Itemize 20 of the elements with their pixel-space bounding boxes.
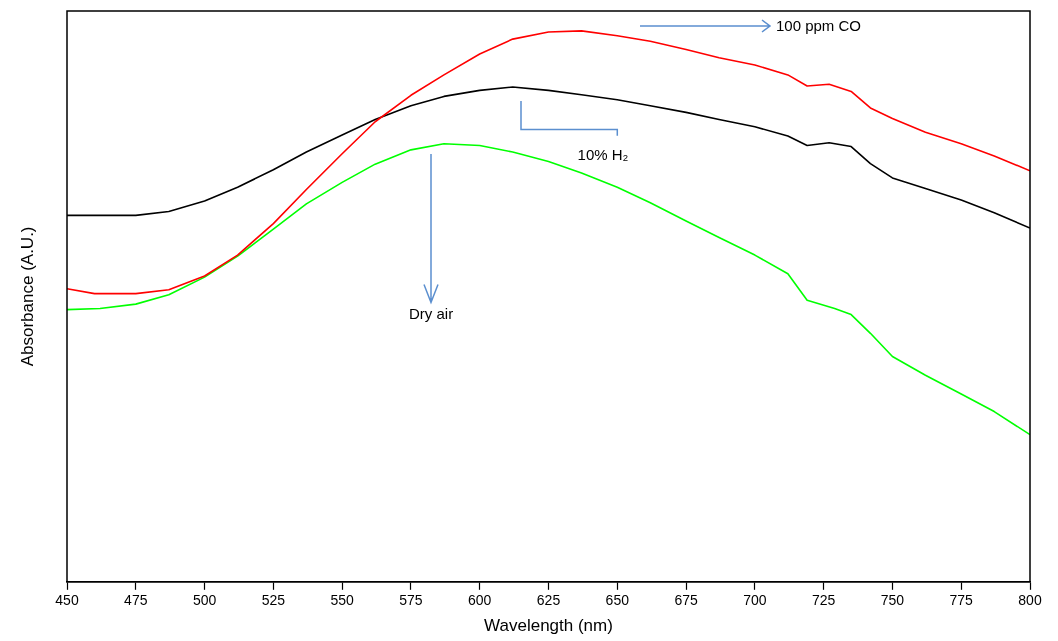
x-tick-label: 550	[330, 592, 355, 609]
x-tick-label: 625	[536, 592, 561, 609]
x-tick-label: 525	[261, 592, 286, 609]
x-tick-label: 800	[1018, 592, 1042, 609]
x-tick-label: 650	[605, 592, 630, 609]
y-axis-title: Absorbance (A.U.)	[17, 226, 37, 367]
x-tick-label: 600	[468, 592, 492, 609]
x-tick-label: 575	[399, 592, 423, 609]
annotation: 100 ppm CO	[775, 17, 862, 35]
x-tick-label: 750	[880, 592, 905, 609]
x-tick-label: 775	[949, 592, 974, 609]
x-axis-title: Wavelength (nm)	[484, 616, 613, 636]
x-tick-label: 725	[811, 592, 836, 609]
x-tick-label: 500	[192, 592, 217, 609]
x-tick-label: 450	[55, 592, 79, 609]
annotation: 10% H₂	[577, 146, 629, 164]
x-tick-label: 675	[674, 592, 698, 609]
annotation: Dry air	[409, 305, 454, 323]
x-tick-label: 700	[743, 592, 767, 609]
x-tick-label: 475	[124, 592, 148, 609]
